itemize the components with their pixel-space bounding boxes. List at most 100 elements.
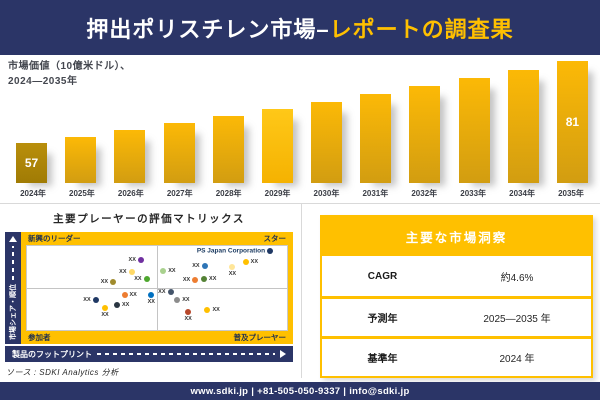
scatter-point: XX [204,307,220,313]
chart-subtitle-line2: 2024—2035年 [8,75,78,87]
matrix-quadrant-box: 新興のリーダー スター XX XX XX XX PS Japan Corporation… [21,232,293,344]
bar-chart-years: 2024年 2025年 2026年 2027年 2028年 2029年 2030年 2031年… [16,188,588,199]
scatter-dot [174,296,181,303]
bar-value-label: 81 [565,115,580,129]
scatter-point-label: XX [192,262,200,269]
x-axis-tick: 2029年 [264,189,291,198]
x-axis-tick: 2028年 [215,189,242,198]
insights-row-base-year: 基準年 2024 年 [322,336,591,376]
right-arrow-icon [280,350,286,358]
scatter-point-label: XX [83,297,91,303]
bar-2028年 [212,116,244,183]
scatter-point: XX [101,305,109,318]
insights-label: 予測年 [367,314,398,325]
chart-subtitle-line1: 市場価値（10億米ドル）、 [8,61,131,72]
scatter-dot [229,264,236,270]
scatter-point: XX [83,297,99,303]
insights-panel: 主要な市場洞察 CAGR 約4.6% 予測年 2025—2035 年 基準年 2… [302,204,600,378]
scatter-point: XX [201,276,216,282]
chart-subtitle: 市場価値（10億米ドル）、 2024—2035年 [8,60,131,89]
scatter-dot [242,258,249,265]
scatter-point: XX [183,277,199,284]
scatter-point: XX [121,291,137,298]
scatter-point-label: XX [100,278,109,285]
scatter-dot [148,291,155,298]
scatter-dot [267,248,274,255]
x-axis-tick: 2026年 [117,189,144,198]
scatter-dot [137,257,144,264]
quadrant-label-top-right: スター [263,234,287,243]
scatter-dot [204,307,211,313]
x-axis-tick: 2030年 [313,189,340,198]
quadrant-label-bottom-left: 参加者 [28,333,51,342]
matrix-y-axis-content: 市場シェア・順位 [5,234,21,342]
scatter-point: PS Japan Corporation [197,248,274,255]
insights-title: 主要な市場洞察 [322,217,591,256]
y-axis-dashed-line [12,246,14,280]
scatter-dot [143,276,150,283]
scatter-point-label: XX [158,288,166,295]
quadrant-label-top-left: 新興のリーダー [28,234,81,243]
x-axis-dashed-line [97,353,275,355]
scatter-point: XX [119,268,135,275]
x-axis-tick: 2034年 [509,189,535,198]
matrix-y-axis: 市場シェア・順位 [5,232,21,344]
matrix-x-axis: 製品のフットプリント [5,346,293,362]
insights-label: CAGR [367,270,398,282]
bar-2030年 [311,102,343,183]
matrix-plot: XX XX XX XX PS Japan Corporation XX XX XX XX XX XX… [26,245,288,331]
bar-2031年 [360,94,392,183]
scatter-point: XX [101,278,117,285]
x-axis-tick: 2032年 [411,189,438,198]
scatter-dot [201,276,208,282]
matrix-panel: 主要プレーヤーの評価マトリックス 市場シェア・順位 新興のリーダー スター XX… [0,204,302,378]
insights-value: 2025—2035 年 [483,314,551,325]
scatter-point: XX [242,258,258,265]
matrix-top-band: 新興のリーダー スター [26,232,288,245]
scatter-point-label: XX [182,277,191,284]
scatter-dot [110,278,117,285]
scatter-point: XX [229,264,236,277]
insights-table: 主要な市場洞察 CAGR 約4.6% 予測年 2025—2035 年 基準年 2… [320,215,593,378]
scatter-point-label: XX [209,276,217,282]
scatter-point-label: XX [182,296,190,303]
x-axis-tick: 2035年 [558,189,584,198]
scatter-point: XX [129,257,144,264]
scatter-point: XX [185,309,192,322]
bar-2025年 [65,137,97,183]
scatter-point-label: XX [121,302,130,309]
bar-chart-section: 市場価値（10億米ドル）、 2024—2035年 57 81 2024年 2025年… [0,55,600,203]
x-axis-tick: 2033年 [460,189,487,198]
quadrant-label-bottom-right: 普及プレーヤー [233,333,287,342]
scatter-point: XX [148,291,155,305]
scatter-point-label: XX [101,312,109,319]
matrix-bottom-band: 参加者 普及プレーヤー [26,331,288,344]
bar-chart-bars: 57 81 [16,60,588,183]
y-axis-label: 市場シェア・順位 [10,284,17,340]
up-arrow-icon [9,236,17,242]
scatter-point-label: XX [147,298,155,305]
x-axis-tick: 2025年 [69,189,95,198]
footer-contact: www.sdki.jp | +81-505-050-9337 | info@sd… [190,385,410,397]
scatter-point: XX [174,296,190,303]
bar-2035年: 81 [556,61,588,183]
insights-row-forecast: 予測年 2025—2035 年 [322,296,591,336]
scatter-point-label: XX [134,276,142,283]
insights-value: 約4.6% [500,272,534,284]
scatter-point: XX [160,268,176,275]
bar-2027年 [163,123,195,183]
scatter-dot [185,309,192,316]
scatter-dot [192,277,199,284]
bar-2024年: 57 [16,143,47,183]
scatter-dot [121,291,128,298]
scatter-dot [201,262,208,269]
scatter-point-label: XX [228,271,237,277]
scatter-dot [102,305,108,312]
insights-value: 2024 年 [499,354,535,365]
scatter-point-label: XX [119,268,127,275]
scatter-point: XX [158,288,174,295]
source-note: ソース : SDKI Analytics 分析 [6,368,119,377]
bar-2033年 [458,78,490,183]
x-axis-label: 製品のフットプリント [12,349,92,359]
